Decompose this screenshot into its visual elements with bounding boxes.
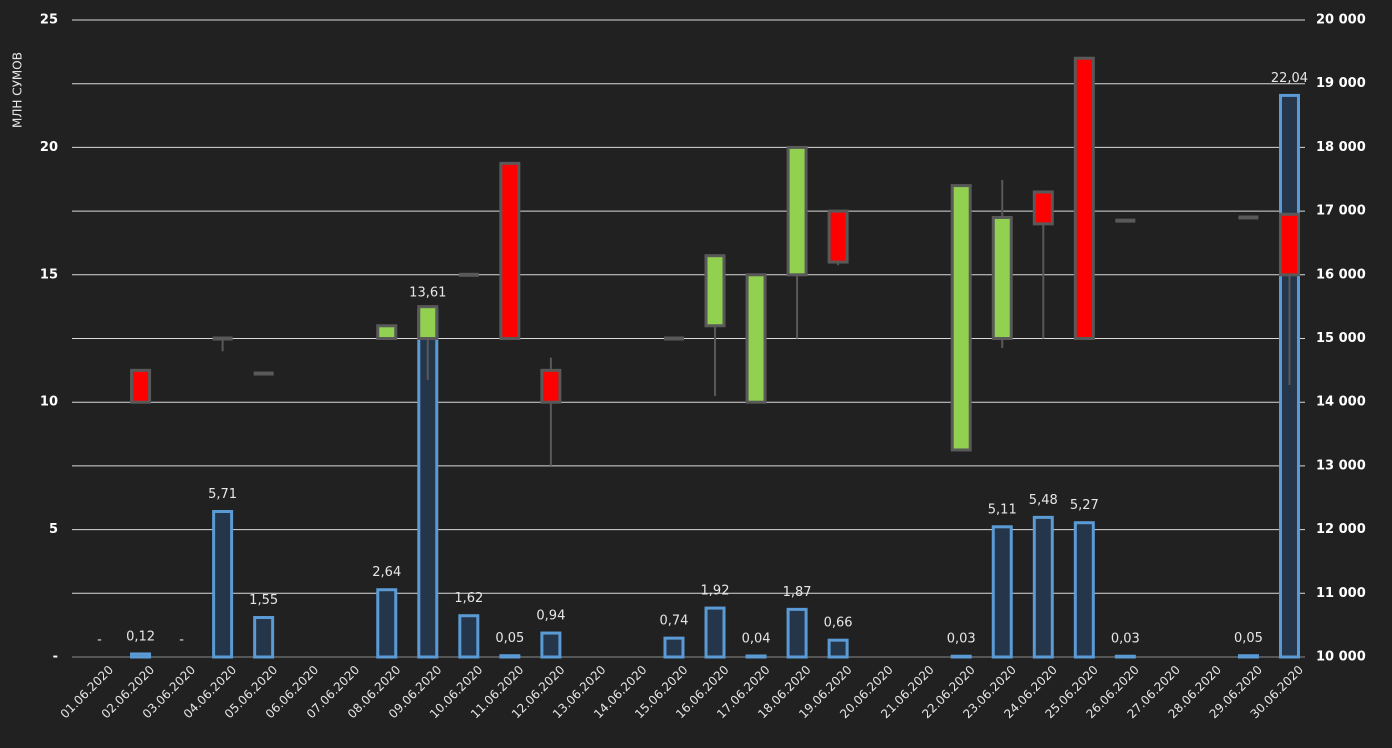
value-label: 0,12 <box>126 629 155 644</box>
bar <box>704 606 726 659</box>
bar <box>212 510 234 659</box>
candle-body <box>1238 215 1259 220</box>
y-tick-label: 5 <box>49 522 58 537</box>
candle-body <box>663 336 684 341</box>
candle-body <box>786 145 808 277</box>
candle-body <box>827 209 849 264</box>
bar <box>1237 654 1259 659</box>
y2-tick-label: 19 000 <box>1316 76 1366 91</box>
bar <box>991 525 1013 659</box>
y-tick-label: 10 <box>40 395 58 410</box>
candle-body <box>991 215 1013 340</box>
value-label: 0,05 <box>495 631 524 646</box>
candle-body <box>745 273 767 404</box>
y2-tick-label: 12 000 <box>1316 522 1366 537</box>
bar <box>540 631 562 659</box>
y-tick-label: 15 <box>40 267 58 282</box>
y2-tick-label: 18 000 <box>1316 140 1366 155</box>
value-label: 5,27 <box>1070 498 1099 513</box>
value-label: 5,71 <box>208 487 237 502</box>
y2-tick-label: 11 000 <box>1316 586 1366 601</box>
bar <box>130 652 152 659</box>
y2-tick-label: 13 000 <box>1316 458 1366 473</box>
candle-body <box>1073 56 1095 340</box>
candle-body <box>950 184 972 452</box>
candle-body <box>212 336 233 341</box>
y-tick-label: 25 <box>40 13 58 28</box>
bar <box>458 614 480 659</box>
value-label: 1,62 <box>454 591 483 606</box>
value-label: 0,05 <box>1234 631 1263 646</box>
y2-tick-label: 17 000 <box>1316 204 1366 219</box>
candle-body <box>1032 190 1054 226</box>
value-label: 1,55 <box>249 593 278 608</box>
y2-tick-label: 16 000 <box>1316 267 1366 282</box>
candle-body <box>704 254 726 328</box>
candle-body <box>458 272 479 277</box>
bar <box>376 588 398 659</box>
value-label: 13,61 <box>409 286 446 301</box>
value-label: 0,66 <box>824 616 853 631</box>
value-label: 0,74 <box>660 614 689 629</box>
bar <box>786 607 808 659</box>
value-label: 0,03 <box>1111 632 1140 647</box>
candle-body <box>1115 218 1136 223</box>
y-tick-label: 20 <box>40 140 58 155</box>
candle-body <box>376 324 398 341</box>
candle-body <box>1278 212 1300 277</box>
candle-body <box>253 371 274 376</box>
y2-tick-label: 14 000 <box>1316 395 1366 410</box>
value-label: 0,94 <box>536 609 565 624</box>
bar <box>1032 515 1054 659</box>
y2-tick-label: 15 000 <box>1316 331 1366 346</box>
value-label: - <box>179 633 184 648</box>
value-label: 0,03 <box>947 632 976 647</box>
bar <box>950 654 972 659</box>
value-label: 2,64 <box>372 565 401 580</box>
candle-body <box>130 368 152 404</box>
value-label: 0,04 <box>742 631 771 646</box>
value-label: 1,87 <box>783 585 812 600</box>
y-axis-label: МЛН СУМОВ <box>11 52 25 128</box>
bar <box>1114 654 1136 659</box>
bar <box>827 638 849 659</box>
y2-tick-label: 10 000 <box>1316 650 1366 665</box>
candle-body <box>499 161 521 340</box>
candle-body <box>540 368 562 404</box>
candle-body <box>417 305 439 340</box>
y2-tick-label: 20 000 <box>1316 13 1366 28</box>
bar <box>663 636 685 659</box>
value-label: 22,04 <box>1271 71 1308 86</box>
value-label: 1,92 <box>701 584 730 599</box>
value-label: - <box>97 633 102 648</box>
value-label: 5,11 <box>988 502 1017 517</box>
bar <box>253 616 275 659</box>
value-label: 5,48 <box>1029 493 1058 508</box>
y-tick-label: - <box>53 650 58 665</box>
bar <box>745 654 767 659</box>
bar <box>1073 521 1095 659</box>
bar <box>499 654 521 659</box>
